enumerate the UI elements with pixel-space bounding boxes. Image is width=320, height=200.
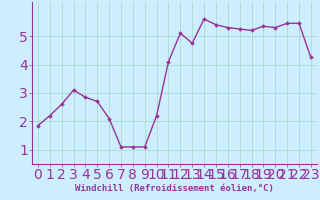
X-axis label: Windchill (Refroidissement éolien,°C): Windchill (Refroidissement éolien,°C)	[75, 184, 274, 193]
